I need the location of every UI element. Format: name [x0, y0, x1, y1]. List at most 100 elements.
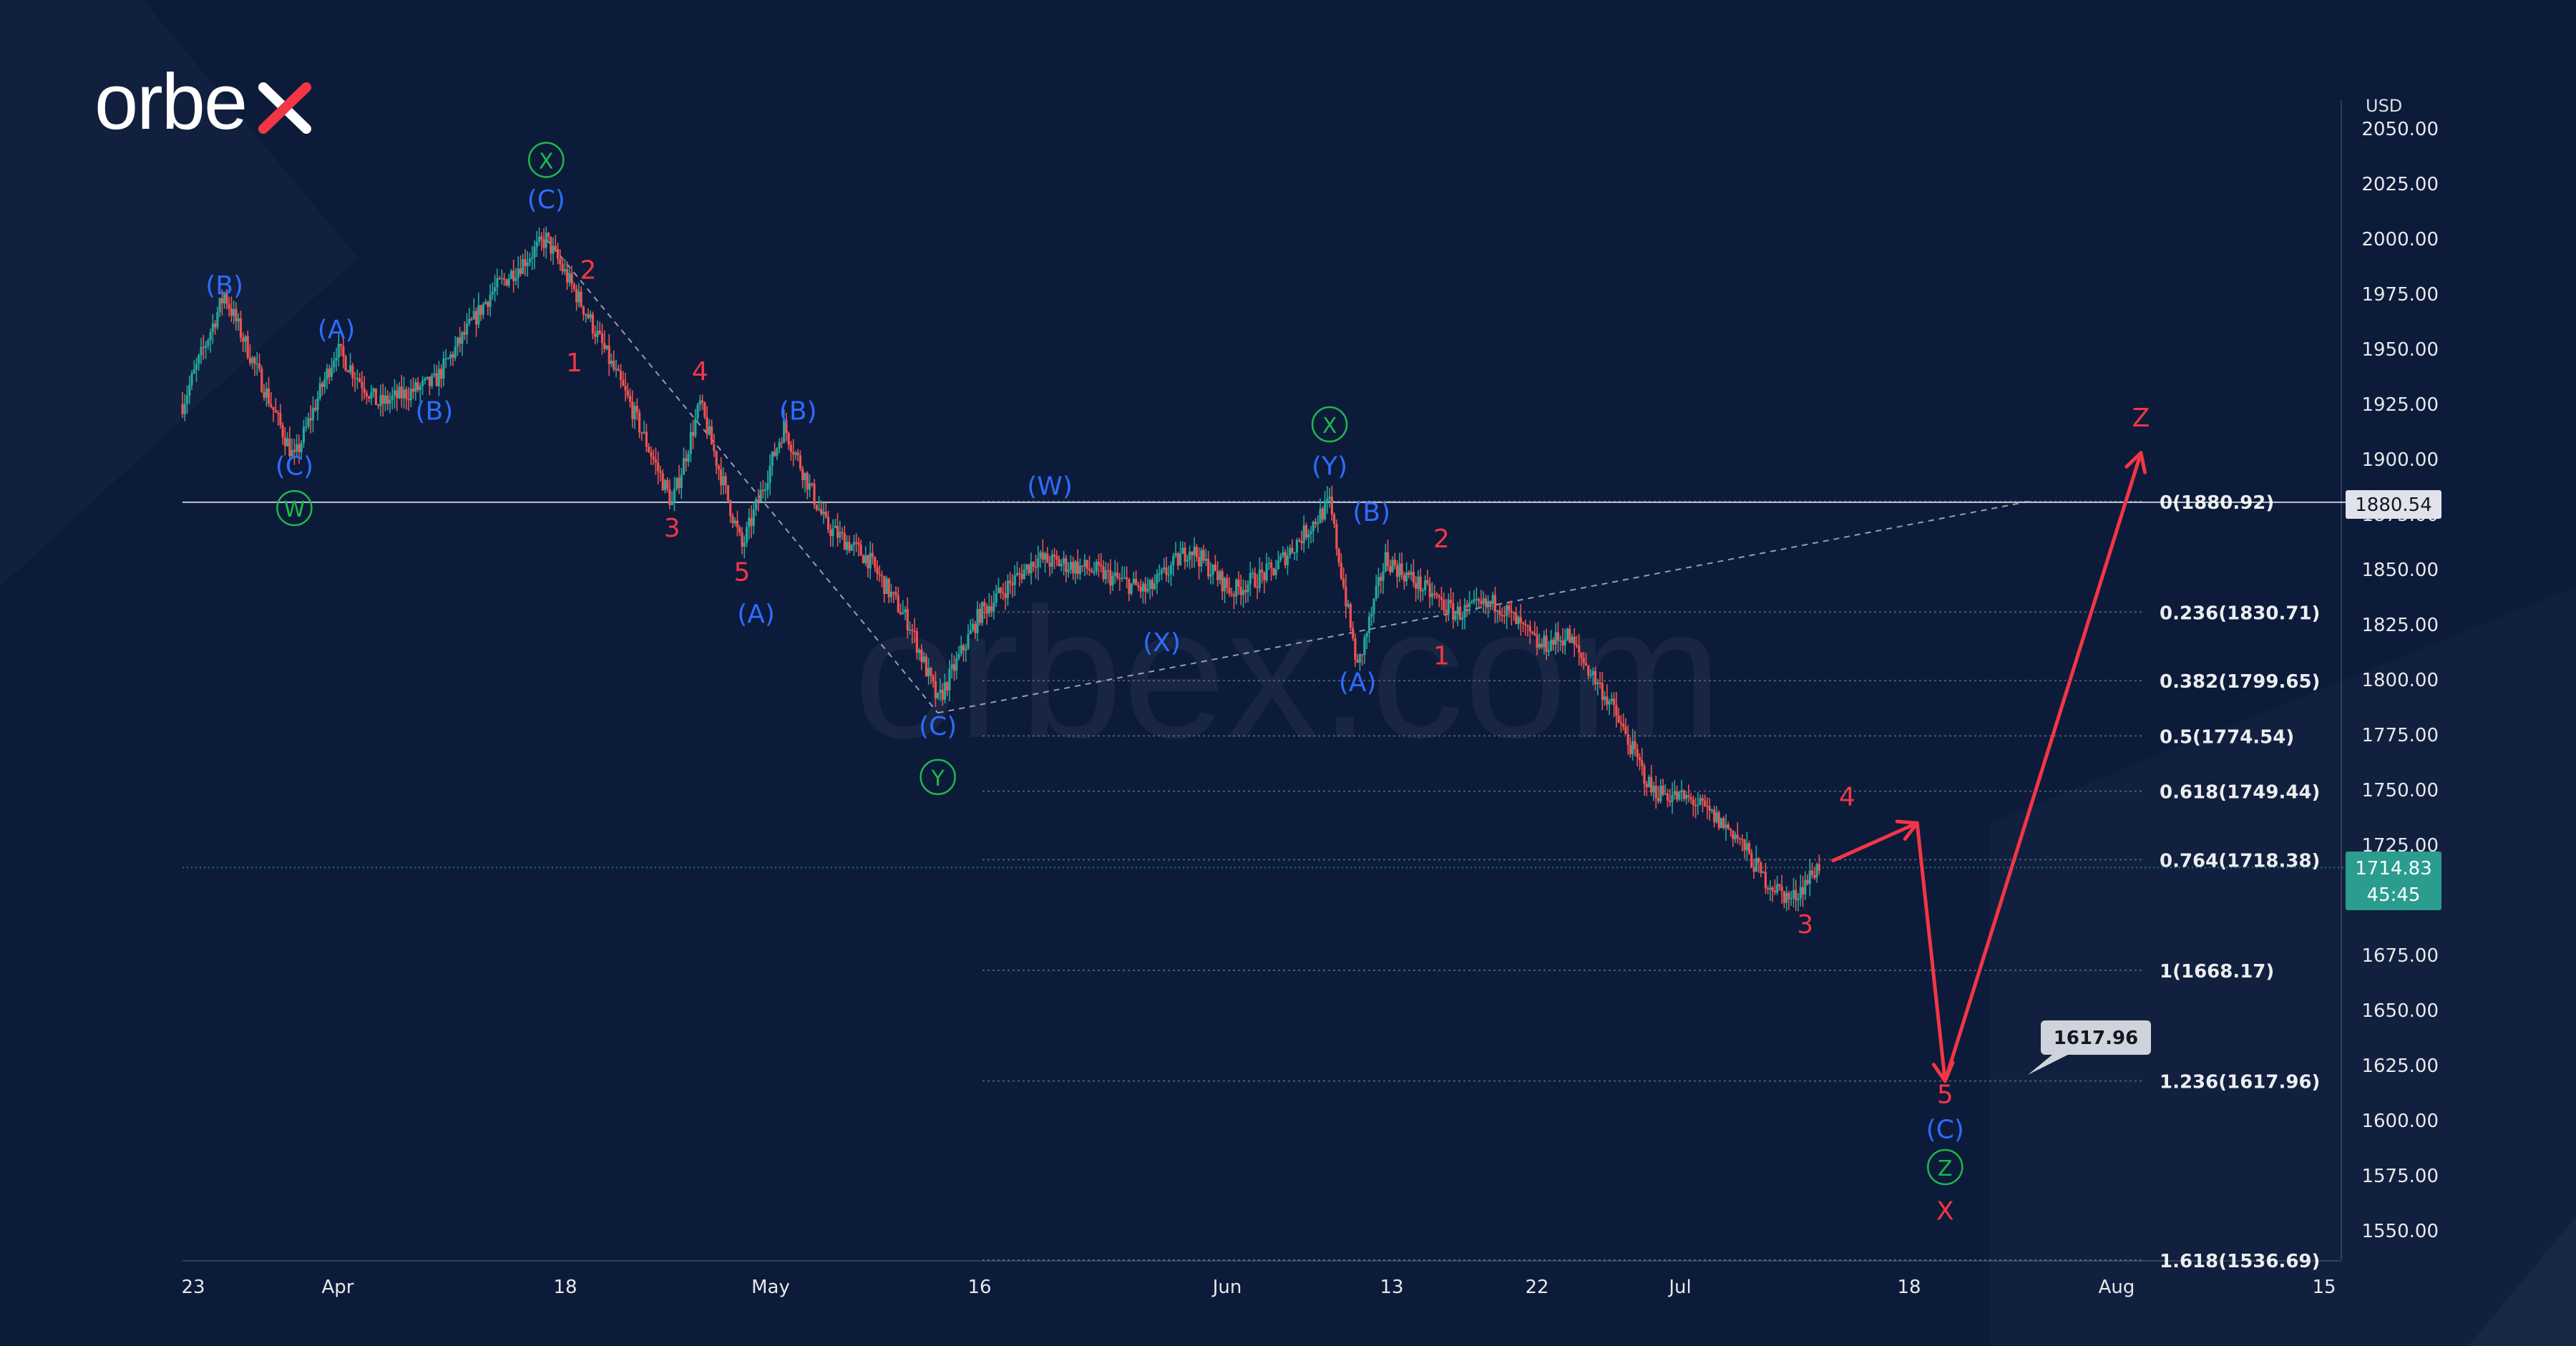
y-tick-label: 1575.00: [2361, 1166, 2439, 1187]
candle-body: [613, 361, 615, 370]
wave-label: X: [1936, 1197, 1954, 1226]
y-tick-label: 1600.00: [2361, 1111, 2439, 1132]
wave-label: 3: [1797, 910, 1813, 940]
candle-body: [600, 333, 604, 343]
candle-body: [878, 573, 881, 575]
candle-body: [1692, 799, 1694, 806]
candle-body: [1526, 625, 1529, 627]
candle-body: [1314, 521, 1317, 525]
candle-body: [1221, 571, 1224, 592]
candle-body: [1552, 640, 1555, 645]
candle-body: [1799, 887, 1802, 899]
candle-body: [1011, 582, 1014, 585]
trend-lines: [545, 238, 2029, 714]
candle-body: [1767, 888, 1770, 890]
candle-body: [990, 606, 993, 612]
candle-body: [1410, 572, 1413, 575]
candle-body: [783, 420, 786, 443]
candle-body: [265, 388, 268, 398]
candle-body: [1398, 563, 1401, 577]
wave-label: 5: [734, 557, 751, 587]
candle-body: [1606, 696, 1609, 705]
fib-level-label: 0.382(1799.65): [2160, 671, 2320, 693]
candle-body: [1100, 565, 1103, 567]
candle-body: [1337, 548, 1340, 563]
candle-body: [1818, 864, 1820, 871]
candle-body: [461, 332, 464, 344]
candle-body: [1330, 497, 1333, 514]
wave-label: 4: [1839, 783, 1855, 812]
candle-body: [496, 278, 499, 288]
candle-body: [1589, 675, 1592, 676]
wave-label-circle: [1311, 406, 1348, 443]
candle-body: [1736, 834, 1739, 839]
candle-body: [192, 369, 195, 374]
candle-body: [615, 369, 618, 370]
candle-body: [948, 668, 951, 691]
x-tick-label: 13: [1380, 1277, 1403, 1298]
candle-body: [587, 314, 590, 318]
candle-body: [1104, 570, 1107, 580]
candle-body: [542, 239, 545, 248]
candle-body: [1200, 550, 1203, 567]
candle-body: [307, 418, 310, 426]
candle-body: [703, 402, 706, 417]
candle-body: [724, 476, 727, 485]
candle-body: [1421, 590, 1425, 592]
wave-label: (C): [275, 452, 313, 482]
candle-body: [1755, 858, 1757, 872]
candle-body: [920, 649, 923, 663]
candle-body: [1363, 637, 1366, 655]
candle-body: [1634, 741, 1636, 750]
candle-body: [1678, 791, 1681, 800]
candle-body: [594, 333, 597, 337]
wave-label: (B): [1352, 498, 1390, 527]
candle-body: [230, 308, 233, 316]
candle-body: [365, 392, 369, 397]
candle-body: [1407, 572, 1410, 575]
candle-body: [715, 451, 718, 466]
candle-body: [654, 459, 658, 463]
wave-label: (C): [1926, 1116, 1964, 1145]
candle-body: [302, 427, 306, 444]
candle-body: [1538, 643, 1541, 648]
candle-body: [1566, 628, 1569, 640]
candle-body: [894, 592, 897, 595]
candle-body: [892, 592, 895, 593]
x-tick-label: Jul: [1667, 1277, 1691, 1298]
candle-body: [288, 438, 291, 457]
candle-body: [1025, 564, 1028, 570]
candle-body: [1704, 800, 1707, 806]
candle-body: [318, 383, 321, 399]
candle-body: [1004, 593, 1007, 598]
candle-body: [1631, 741, 1634, 754]
candle-body: [1645, 784, 1648, 788]
candle-body: [698, 400, 701, 405]
candle-body: [1023, 569, 1025, 580]
candle-body: [440, 369, 443, 379]
candle-body: [939, 689, 942, 693]
candle-body: [713, 444, 716, 452]
candle-body: [1123, 577, 1126, 579]
candle-body: [1578, 645, 1581, 653]
candle-body: [985, 606, 988, 614]
candle-body: [270, 404, 273, 407]
candle-body: [309, 418, 312, 421]
candle-body: [276, 412, 280, 414]
candle-body: [666, 480, 669, 489]
candle-body: [1622, 723, 1625, 727]
candle-body: [822, 512, 825, 514]
candle-body: [663, 480, 667, 491]
candle-body: [1741, 839, 1744, 841]
candle-body: [1440, 597, 1443, 600]
candle-body: [477, 305, 480, 325]
candle-body: [1571, 636, 1574, 643]
candle-body: [689, 431, 692, 454]
candle-body: [279, 413, 282, 425]
candle-body: [484, 301, 487, 304]
candle-body: [796, 452, 799, 456]
candle-body: [1148, 580, 1151, 589]
candle-body: [1468, 603, 1471, 608]
candle-body: [1207, 558, 1210, 577]
candle-body: [398, 386, 401, 399]
